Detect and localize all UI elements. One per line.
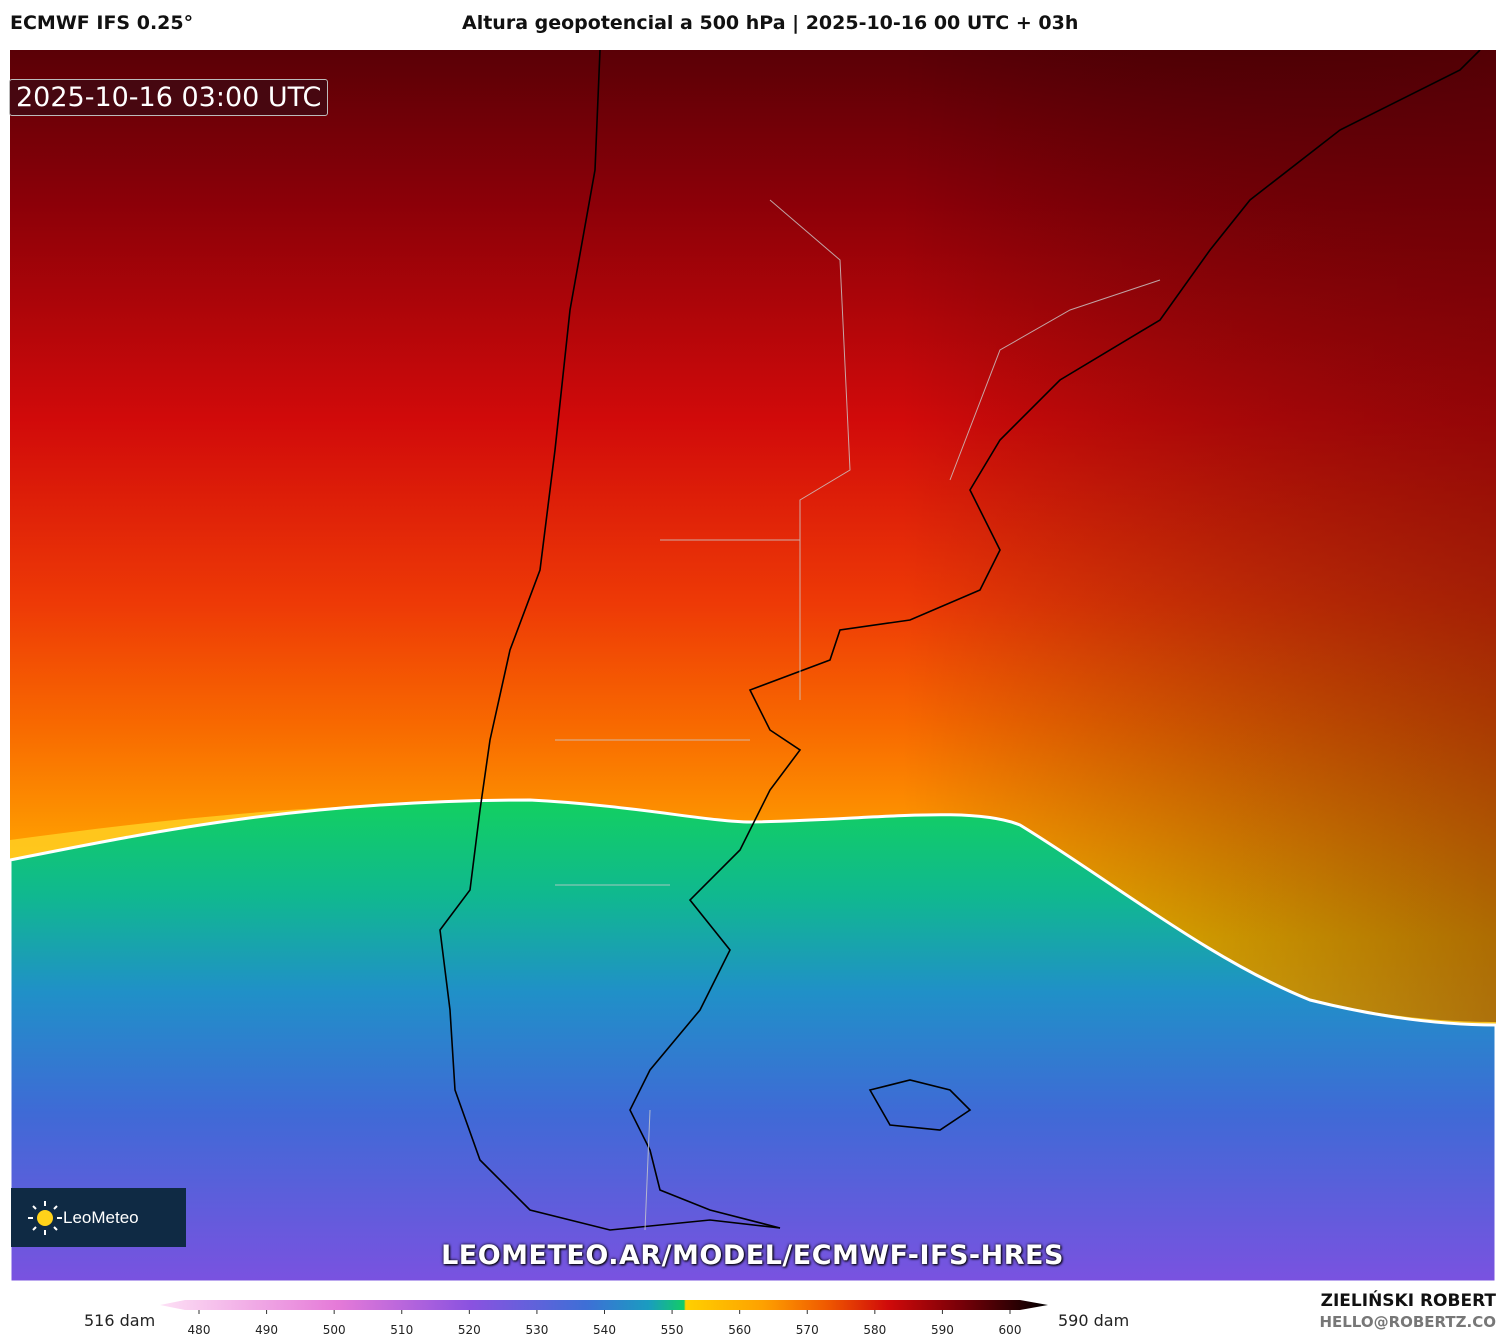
colorbar-min-label: 516 dam bbox=[84, 1311, 156, 1330]
colorbar-tick-label: 530 bbox=[525, 1323, 548, 1337]
map-title: Altura geopotencial a 500 hPa | 2025-10-… bbox=[462, 12, 1079, 34]
colorbar-tick-label: 480 bbox=[188, 1323, 211, 1337]
map bbox=[10, 50, 1496, 1282]
colorbar-tick-label: 520 bbox=[458, 1323, 481, 1337]
watermark: LEOMETEO.AR/MODEL/ECMWF-IFS-HRES bbox=[441, 1240, 1064, 1271]
colorbar-tick-label: 570 bbox=[796, 1323, 819, 1337]
logo-text: LeoMeteo bbox=[63, 1208, 139, 1227]
colorbar-tick-label: 550 bbox=[661, 1323, 684, 1337]
valid-time: 2025-10-16 03:00 UTC bbox=[9, 79, 329, 116]
colorbar-tick-label: 500 bbox=[323, 1323, 346, 1337]
contact: HELLO@ROBERTZ.CO bbox=[1319, 1313, 1496, 1331]
colorbar-tick-label: 600 bbox=[999, 1323, 1022, 1337]
colorbar-tick-label: 560 bbox=[728, 1323, 751, 1337]
colorbar-tick-label: 590 bbox=[931, 1323, 954, 1337]
colorbar: 480 490 500 510 520 530 540 550 560 570 580 590 600 bbox=[160, 1300, 1048, 1337]
author: ZIELIŃSKI ROBERT bbox=[1320, 1291, 1496, 1311]
colorbar-max-label: 590 dam bbox=[1058, 1311, 1130, 1330]
colorbar-tick-label: 490 bbox=[255, 1323, 278, 1337]
logo: LeoMeteo bbox=[11, 1188, 186, 1247]
model-label: ECMWF IFS 0.25° bbox=[10, 12, 194, 34]
colorbar-tick-label: 510 bbox=[390, 1323, 413, 1337]
logo-sun bbox=[28, 1201, 62, 1235]
colorbar-scale bbox=[160, 1300, 1048, 1310]
colorbar-tick-label: 540 bbox=[593, 1323, 616, 1337]
colorbar-tick-label: 580 bbox=[863, 1323, 886, 1337]
